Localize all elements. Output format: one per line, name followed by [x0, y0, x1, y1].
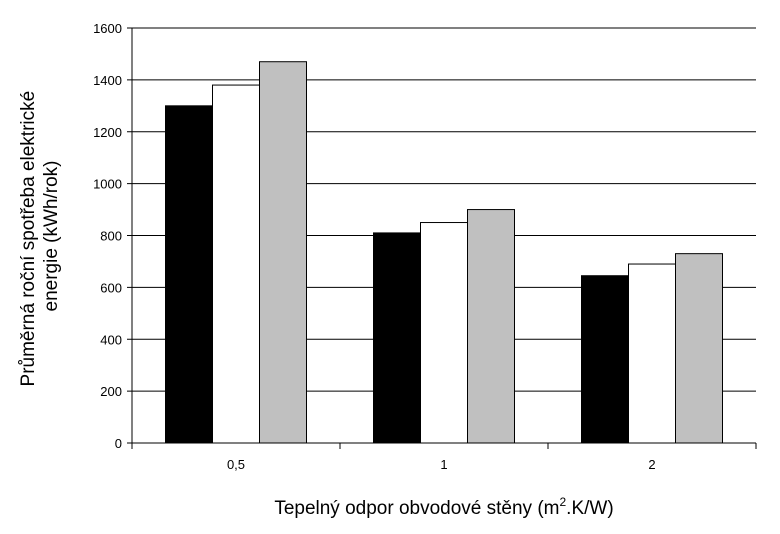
x-tick-label: 2	[648, 457, 655, 472]
y-tick-label: 1000	[93, 177, 122, 192]
y-axis-title-line1: Průměrná roční spotřeba elektrické	[18, 91, 39, 387]
x-axis-title-tail: .K/W)	[566, 498, 614, 519]
bar	[675, 253, 723, 444]
bar	[581, 275, 629, 444]
y-tick-labels: 0 200 400 600 800 1000 1200 1400 1600	[93, 21, 132, 451]
y-tick-label: 800	[100, 229, 122, 244]
x-axis-title-main: Tepelný odpor obvodové stěny (m	[274, 498, 559, 519]
x-tick-labels: 0,5 1 2	[131, 443, 757, 472]
y-tick-label: 0	[115, 436, 122, 451]
x-axis-title-superscript: 2	[559, 495, 566, 509]
y-tick-label: 400	[100, 332, 122, 347]
bar	[259, 61, 307, 444]
x-tick-label: 1	[440, 457, 447, 472]
bar	[420, 222, 468, 444]
x-axis-title: Tepelný odpor obvodové stěny (m2.K/W)	[274, 495, 613, 519]
y-tick-label: 600	[100, 280, 122, 295]
bar	[165, 105, 213, 444]
bar	[373, 232, 421, 444]
y-tick-label: 200	[100, 384, 122, 399]
bar	[212, 84, 260, 444]
bar	[467, 209, 515, 444]
bars	[165, 61, 723, 444]
y-tick-label: 1200	[93, 125, 122, 140]
y-tick-label: 1600	[93, 21, 122, 36]
y-axis-title-line2: energie (kWh/rok)	[41, 161, 62, 312]
y-axis-title: Průměrná roční spotřeba elektrické energ…	[18, 86, 62, 387]
bar	[628, 263, 676, 444]
x-tick-label: 0,5	[227, 457, 245, 472]
y-tick-label: 1400	[93, 73, 122, 88]
